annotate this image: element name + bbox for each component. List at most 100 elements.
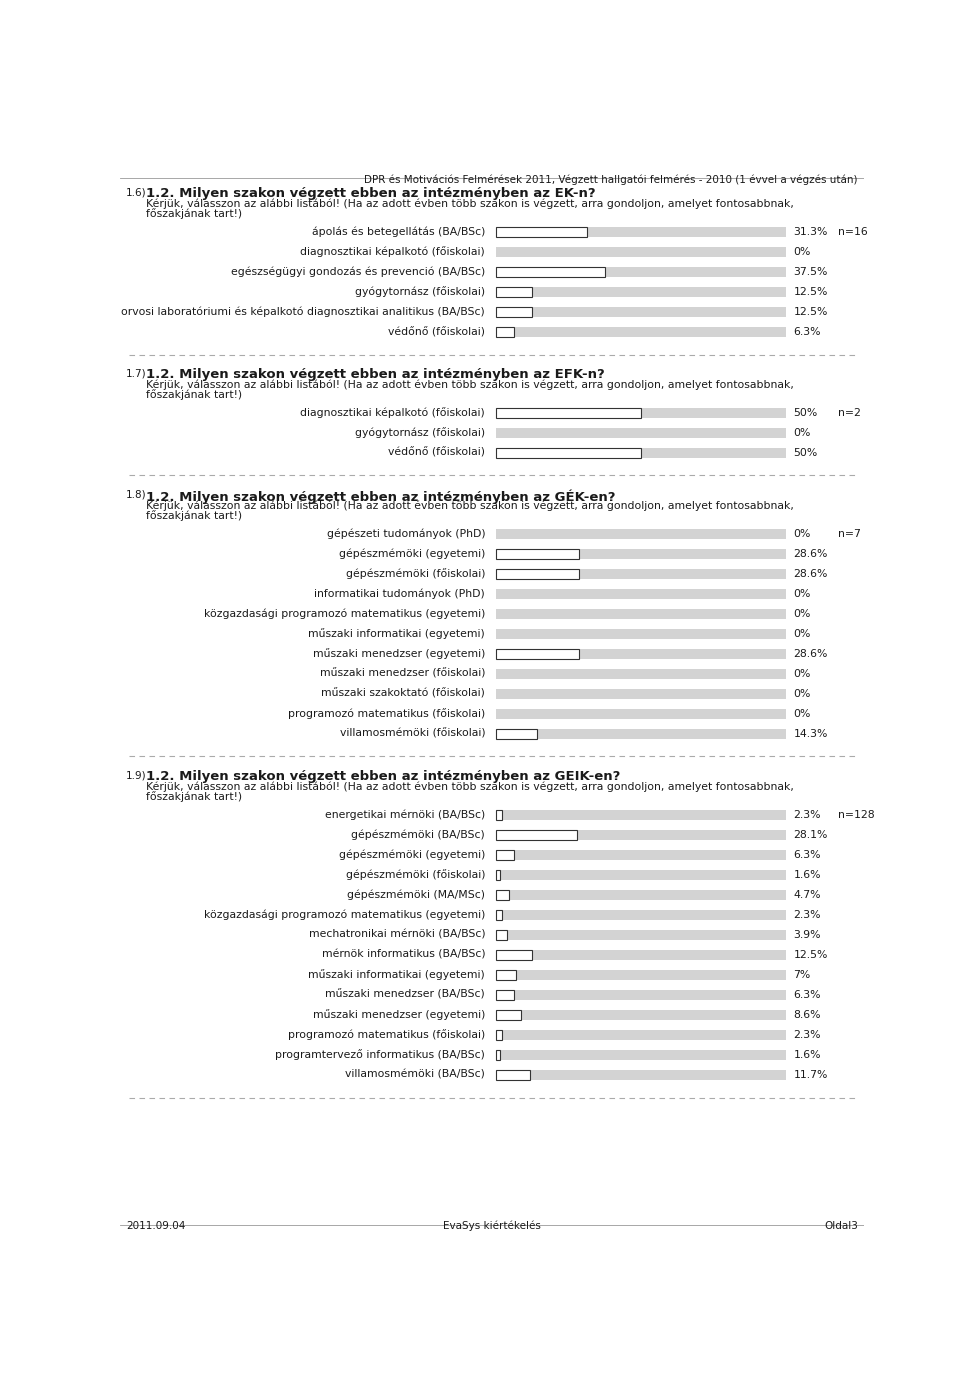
Text: 2011.09.04: 2011.09.04 [126,1221,185,1230]
Text: gépészeti tudományok (PhD): gépészeti tudományok (PhD) [326,529,485,538]
Bar [495,266,605,276]
Bar [495,830,577,840]
Text: gyógytornász (főiskolai): gyógytornász (főiskolai) [355,427,485,438]
Bar [495,448,786,458]
Text: 0%: 0% [793,709,810,718]
Text: 28.1%: 28.1% [793,830,828,840]
Text: 6.3%: 6.3% [793,850,821,859]
Bar [495,548,579,558]
Text: műszaki szakoktató (főiskolai): műszaki szakoktató (főiskolai) [322,689,485,699]
Text: informatikai tudományok (PhD): informatikai tudományok (PhD) [315,589,485,598]
Bar [495,1050,500,1060]
Bar [495,529,786,538]
Bar [495,668,786,679]
Text: programtervező informatikus (BA/BSc): programtervező informatikus (BA/BSc) [276,1049,485,1060]
Bar [495,569,786,579]
Bar [495,326,514,336]
Text: 12.5%: 12.5% [793,287,828,297]
Text: gépészmémöki (MA/MSc): gépészmémöki (MA/MSc) [348,890,485,900]
Text: 0%: 0% [793,629,810,639]
Text: 6.3%: 6.3% [793,326,821,336]
Bar [495,1050,786,1060]
Text: 0%: 0% [793,529,810,538]
Text: 1.6%: 1.6% [793,1050,821,1060]
Text: Kérjük, válasszon az alábbi listából! (Ha az adott évben több szakon is végzett,: Kérjük, válasszon az alábbi listából! (H… [146,781,794,792]
Text: mérnök informatikus (BA/BSc): mérnök informatikus (BA/BSc) [322,950,485,960]
Text: 1.2. Milyen szakon végzett ebben az intézményben az GEIK-en?: 1.2. Milyen szakon végzett ebben az inté… [146,770,620,784]
Text: 2.3%: 2.3% [793,1030,821,1039]
Bar [495,910,786,919]
Text: műszaki menedzser (egyetemi): műszaki menedzser (egyetemi) [313,1010,485,1020]
Bar [495,1030,502,1039]
Text: mechatronikai mérnöki (BA/BSc): mechatronikai mérnöki (BA/BSc) [308,929,485,940]
Text: közgazdasági programozó matematikus (egyetemi): közgazdasági programozó matematikus (egy… [204,910,485,919]
Bar [495,809,786,820]
Text: 0%: 0% [793,428,810,438]
Text: műszaki menedzser (BA/BSc): műszaki menedzser (BA/BSc) [325,989,485,1000]
Text: energetikai mérnöki (BA/BSc): energetikai mérnöki (BA/BSc) [324,809,485,820]
Text: n=7: n=7 [838,529,861,538]
Text: 7%: 7% [793,970,810,979]
Text: 11.7%: 11.7% [793,1070,828,1080]
Bar [495,266,786,276]
Bar [495,287,532,297]
Text: gépészmémöki (főiskolai): gépészmémöki (főiskolai) [346,869,485,880]
Bar [495,307,532,317]
Text: 1.2. Milyen szakon végzett ebben az intézményben az GÉK-en?: 1.2. Milyen szakon végzett ebben az inté… [146,490,615,504]
Text: védőnő (főiskolai): védőnő (főiskolai) [388,448,485,458]
Text: 1.9): 1.9) [126,770,147,780]
Bar [495,307,786,317]
Bar [495,950,786,960]
Text: Kérjük, válasszon az alábbi listából! (Ha az adott évben több szakon is végzett,: Kérjük, válasszon az alábbi listából! (H… [146,501,794,512]
Text: főszakjának tart!): főszakjának tart!) [146,511,242,520]
Bar [495,890,786,900]
Bar [495,326,786,336]
Text: n=16: n=16 [838,227,868,237]
Bar [495,890,510,900]
Text: 50%: 50% [793,407,818,417]
Bar [495,850,514,859]
Bar [495,1010,786,1020]
Text: n=128: n=128 [838,809,875,820]
Bar [495,850,786,859]
Bar [495,869,500,880]
Text: 8.6%: 8.6% [793,1010,821,1020]
Bar [495,649,579,658]
Bar [495,287,786,297]
Bar [495,629,786,639]
Bar [495,830,786,840]
Text: orvosi laboratóriumi és képalkotó diagnosztikai analitikus (BA/BSc): orvosi laboratóriumi és képalkotó diagno… [121,307,485,317]
Text: 0%: 0% [793,589,810,598]
Bar [495,809,502,820]
Text: programozó matematikus (főiskolai): programozó matematikus (főiskolai) [288,1030,485,1041]
Bar [495,689,786,699]
Text: 1.6): 1.6) [126,187,147,198]
Text: 1.2. Milyen szakon végzett ebben az intézményben az EK-n?: 1.2. Milyen szakon végzett ebben az inté… [146,187,595,201]
Text: 2.3%: 2.3% [793,910,821,919]
Text: műszaki menedzser (egyetemi): műszaki menedzser (egyetemi) [313,649,485,660]
Text: 37.5%: 37.5% [793,266,828,276]
Text: 0%: 0% [793,247,810,257]
Text: gépészmémöki (BA/BSc): gépészmémöki (BA/BSc) [351,830,485,840]
Text: 1.7): 1.7) [126,368,147,378]
Text: gépészmémöki (egyetemi): gépészmémöki (egyetemi) [339,548,485,559]
Text: 3.9%: 3.9% [793,929,821,940]
Bar [495,1070,786,1080]
Text: diagnosztikai képalkotó (főiskolai): diagnosztikai képalkotó (főiskolai) [300,407,485,418]
Text: villamosmémöki (főiskolai): villamosmémöki (főiskolai) [340,728,485,739]
Text: 6.3%: 6.3% [793,990,821,1000]
Text: Kérjük, válasszon az alábbi listából! (Ha az adott évben több szakon is végzett,: Kérjük, válasszon az alábbi listából! (H… [146,199,794,209]
Text: 4.7%: 4.7% [793,890,821,900]
Text: gépészmémöki (főiskolai): gépészmémöki (főiskolai) [346,568,485,579]
Bar [495,950,532,960]
Text: műszaki informatikai (egyetemi): műszaki informatikai (egyetemi) [308,970,485,981]
Bar [495,910,502,919]
Text: főszakjának tart!): főszakjának tart!) [146,208,242,219]
Bar [495,709,786,718]
Bar [495,227,587,237]
Text: egészségügyi gondozás és prevenció (BA/BSc): egészségügyi gondozás és prevenció (BA/B… [231,266,485,278]
Bar [495,728,538,739]
Bar [495,608,786,618]
Bar [495,1070,530,1080]
Text: védőnő (főiskolai): védőnő (főiskolai) [388,326,485,338]
